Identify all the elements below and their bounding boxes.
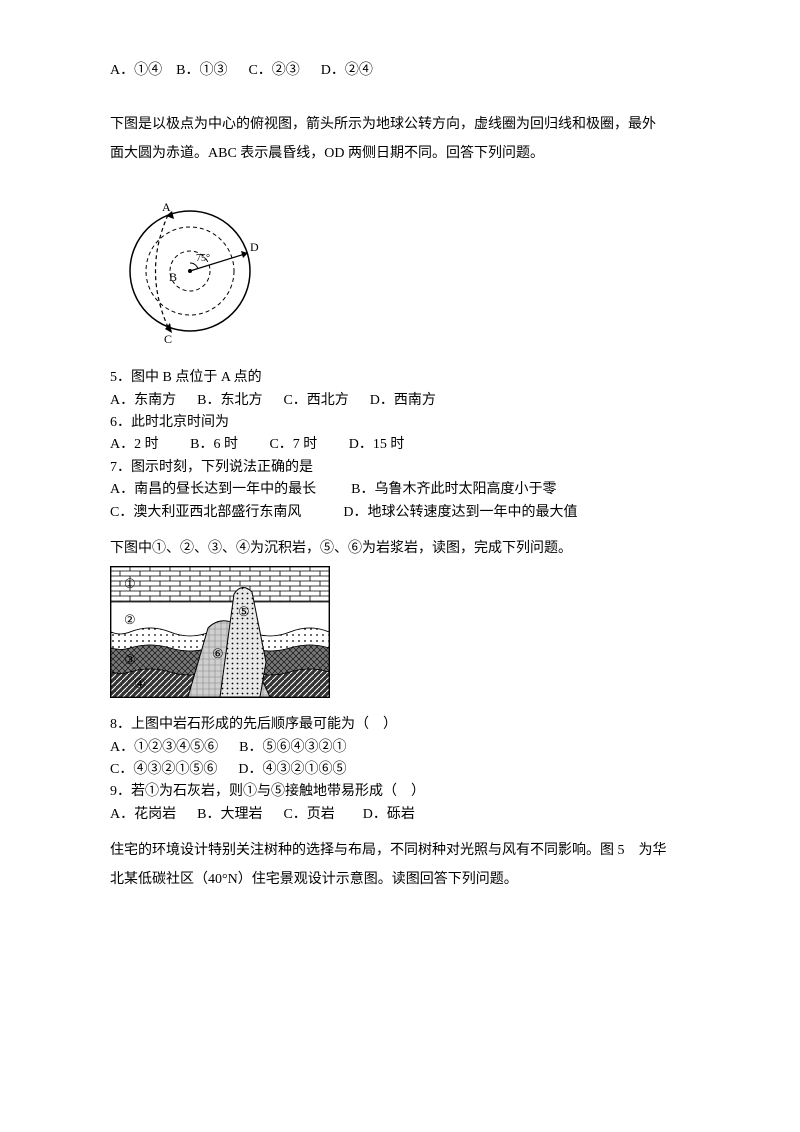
q7-optC: C．澳大利亚西北部盛行东南风 [110, 505, 301, 520]
fig2-label-3: ③ [124, 652, 136, 667]
q5-stem: 5．图中 B 点位于 A 点的 [110, 367, 690, 389]
fig1-label-d: D [250, 240, 259, 254]
q8-options-row1: A．①②③④⑤⑥ B．⑤⑥④③②① [110, 737, 690, 759]
q7-optA: A．南昌的昼长达到一年中的最长 [110, 482, 316, 497]
q7-options-row2: C．澳大利亚西北部盛行东南风 D．地球公转速度达到一年中的最大值 [110, 502, 690, 524]
fig2-label-4: ④ [134, 676, 146, 691]
passage2-line1: 下图中①、②、③、④为沉积岩，⑤、⑥为岩浆岩，读图，完成下列问题。 [110, 538, 690, 560]
figure-geology-section: ① ② ③ ④ ⑤ ⑥ [110, 566, 690, 698]
q6-options: A．2 时 B．6 时 C．7 时 D．15 时 [110, 434, 690, 456]
q9-options: A．花岗岩 B．大理岩 C．页岩 D．砾岩 [110, 804, 690, 826]
fig2-label-1: ① [124, 576, 136, 591]
passage1-line1: 下图是以极点为中心的俯视图，箭头所示为地球公转方向，虚线圈为回归线和极圈，最外 [110, 114, 690, 136]
q9-stem: 9．若①为石灰岩，则①与⑤接触地带易形成（ ） [110, 781, 690, 803]
q8-stem: 8．上图中岩石形成的先后顺序最可能为（ ） [110, 714, 690, 736]
fig1-label-a: A [162, 200, 171, 214]
figure-polar-view: A B C D 75° [110, 191, 690, 351]
q7-optD: D．地球公转速度达到一年中的最大值 [343, 505, 577, 520]
fig1-label-c: C [164, 332, 172, 346]
q8-options-row2: C．④③②①⑤⑥ D．④③②①⑥⑤ [110, 759, 690, 781]
q7-stem: 7．图示时刻，下列说法正确的是 [110, 457, 690, 479]
q7-options-row1: A．南昌的昼长达到一年中的最长 B．乌鲁木齐此时太阳高度小于零 [110, 479, 690, 501]
fig1-label-b: B [169, 270, 177, 284]
fig2-label-6: ⑥ [212, 646, 224, 661]
q6-stem: 6．此时北京时间为 [110, 412, 690, 434]
fig2-label-2: ② [124, 612, 136, 627]
passage3-line2: 北某低碳社区（40°N）住宅景观设计示意图。读图回答下列问题。 [110, 869, 690, 891]
q5-options: A．东南方 B．东北方 C．西北方 D．西南方 [110, 390, 690, 412]
passage1-line2: 面大圆为赤道。ABC 表示晨昏线，OD 两侧日期不同。回答下列问题。 [110, 143, 690, 165]
fig1-label-angle: 75° [196, 253, 210, 264]
q7-optB: B．乌鲁木齐此时太阳高度小于零 [351, 482, 556, 497]
passage3-line1: 住宅的环境设计特别关注树种的选择与布局，不同树种对光照与风有不同影响。图 5 为… [110, 840, 690, 862]
q-top-options: A．①④ B．①③ C．②③ D．②④ [110, 60, 690, 82]
fig2-label-5: ⑤ [238, 604, 250, 619]
